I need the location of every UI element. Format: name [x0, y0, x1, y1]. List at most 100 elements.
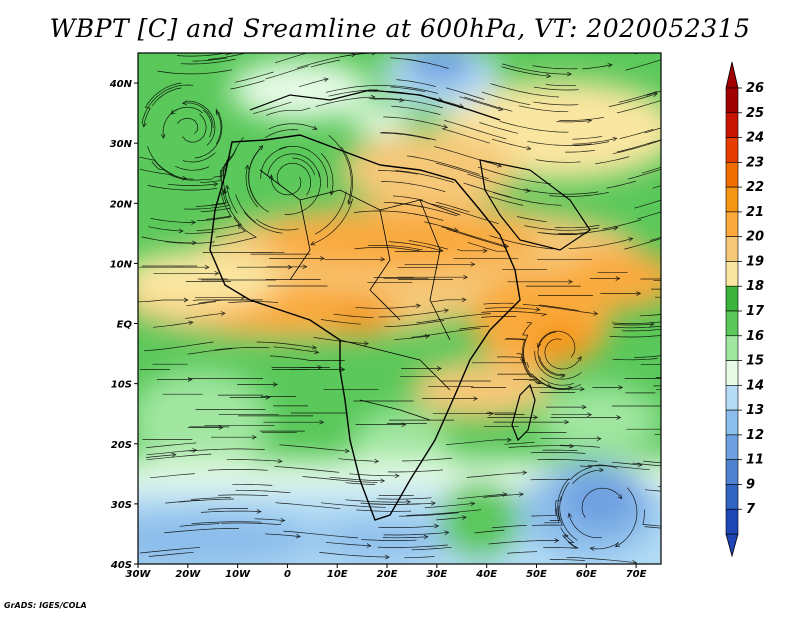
y-tick-label: 30S [111, 500, 132, 511]
streamline [491, 138, 531, 150]
streamline [373, 98, 404, 101]
streamline [319, 552, 390, 558]
streamline [141, 84, 194, 124]
grads-credit: GrADS: IGES/COLA [4, 601, 87, 610]
colorbar-label: 24 [746, 131, 764, 146]
streamline [490, 83, 560, 98]
streamline [625, 59, 661, 71]
streamline-arrow [187, 377, 193, 382]
streamline-arrow [142, 122, 147, 128]
streamline-arrow [461, 515, 467, 520]
x-tick-label: 0 [284, 569, 291, 580]
streamline [456, 248, 487, 252]
streamline-arrow [192, 448, 198, 453]
streamline [266, 107, 311, 116]
colorbar-label: 23 [746, 155, 764, 170]
streamline [456, 493, 507, 500]
streamline [406, 509, 482, 516]
streamline [441, 226, 509, 248]
streamline [353, 210, 424, 217]
streamline-arrow [546, 73, 552, 79]
streamline [275, 502, 341, 510]
colorbar-swatch [725, 335, 739, 361]
streamline [184, 231, 215, 234]
colorbar: 26 25 24 23 22 21 20 19 18 17 16 15 14 13 12 11 9 7 [725, 61, 765, 558]
streamline-arrow [567, 71, 572, 77]
streamline [276, 162, 312, 196]
colorbar-swatch [725, 360, 739, 386]
streamline [198, 299, 259, 304]
colorbar-label: 15 [746, 354, 764, 369]
streamline-arrow [502, 492, 508, 497]
streamline-arrow [215, 110, 221, 116]
streamline-arrow [453, 227, 459, 232]
y-tick-label: EQ [117, 320, 133, 331]
streamline-arrow [313, 349, 320, 355]
colorbar-label: 18 [746, 279, 764, 294]
streamline [463, 182, 512, 198]
colorbar-swatch [725, 434, 739, 460]
streamline-arrow [564, 419, 570, 425]
streamline-arrow [280, 517, 286, 523]
streamline [542, 449, 578, 452]
streamline [274, 466, 340, 473]
streamline [581, 487, 623, 518]
streamline-arrow [533, 415, 539, 420]
streamline [612, 140, 661, 155]
streamline [501, 66, 551, 77]
streamline [345, 499, 411, 503]
streamline [274, 53, 309, 64]
streamline [200, 189, 232, 213]
streamline-arrow [272, 382, 278, 387]
streamline-arrow [370, 94, 376, 100]
streamline [441, 128, 490, 144]
streamline [321, 502, 386, 508]
streamline [200, 510, 261, 513]
streamline [532, 65, 578, 70]
streamline [384, 320, 445, 328]
streamline [299, 78, 329, 88]
streamline [378, 525, 439, 528]
streamline [574, 141, 610, 147]
streamline-arrow [214, 270, 220, 276]
streamline [320, 152, 334, 195]
streamline [391, 105, 441, 116]
streamline [658, 486, 661, 488]
streamline [139, 547, 200, 554]
streamline [388, 241, 443, 252]
streamline [544, 338, 582, 370]
colorbar-swatch [725, 186, 739, 213]
streamline [225, 53, 235, 55]
streamline-arrow [424, 334, 431, 339]
streamline-arrow [178, 228, 184, 234]
colorbar-swatch [725, 409, 739, 436]
streamline [333, 313, 374, 318]
streamline-arrow [596, 436, 602, 442]
streamline [411, 546, 452, 551]
streamline-arrow [363, 341, 369, 346]
streamline [624, 238, 661, 250]
streamline [634, 53, 640, 55]
streamline [248, 147, 269, 213]
x-tick-label: 60E [576, 569, 597, 580]
streamline [467, 173, 531, 192]
streamline-arrow [399, 97, 405, 103]
streamline [641, 166, 661, 174]
streamline [191, 521, 262, 525]
streamline [459, 96, 503, 111]
streamline-arrow [183, 297, 189, 303]
streamline-arrow [526, 145, 532, 151]
streamline [435, 162, 489, 180]
x-tick-label: 40E [475, 569, 497, 580]
streamline [416, 313, 491, 324]
streamline [646, 90, 661, 96]
streamline [572, 137, 617, 145]
streamline [466, 472, 527, 478]
streamline [556, 120, 592, 123]
streamline-arrow [612, 136, 618, 142]
streamline-arrow [618, 385, 624, 390]
streamline-arrow [385, 554, 390, 560]
streamline-arrow [616, 415, 622, 420]
colorbar-label: 17 [746, 304, 765, 319]
x-tick-label: 30W [126, 569, 152, 580]
